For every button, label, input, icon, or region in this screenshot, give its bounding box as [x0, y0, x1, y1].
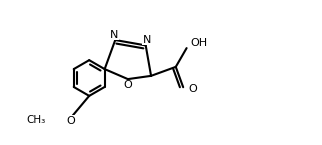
Text: O: O [124, 80, 132, 90]
Text: N: N [143, 35, 151, 45]
Text: OH: OH [190, 38, 207, 48]
Text: O: O [67, 116, 76, 126]
Text: O: O [189, 84, 197, 94]
Text: CH₃: CH₃ [27, 115, 46, 125]
Text: N: N [110, 29, 118, 39]
